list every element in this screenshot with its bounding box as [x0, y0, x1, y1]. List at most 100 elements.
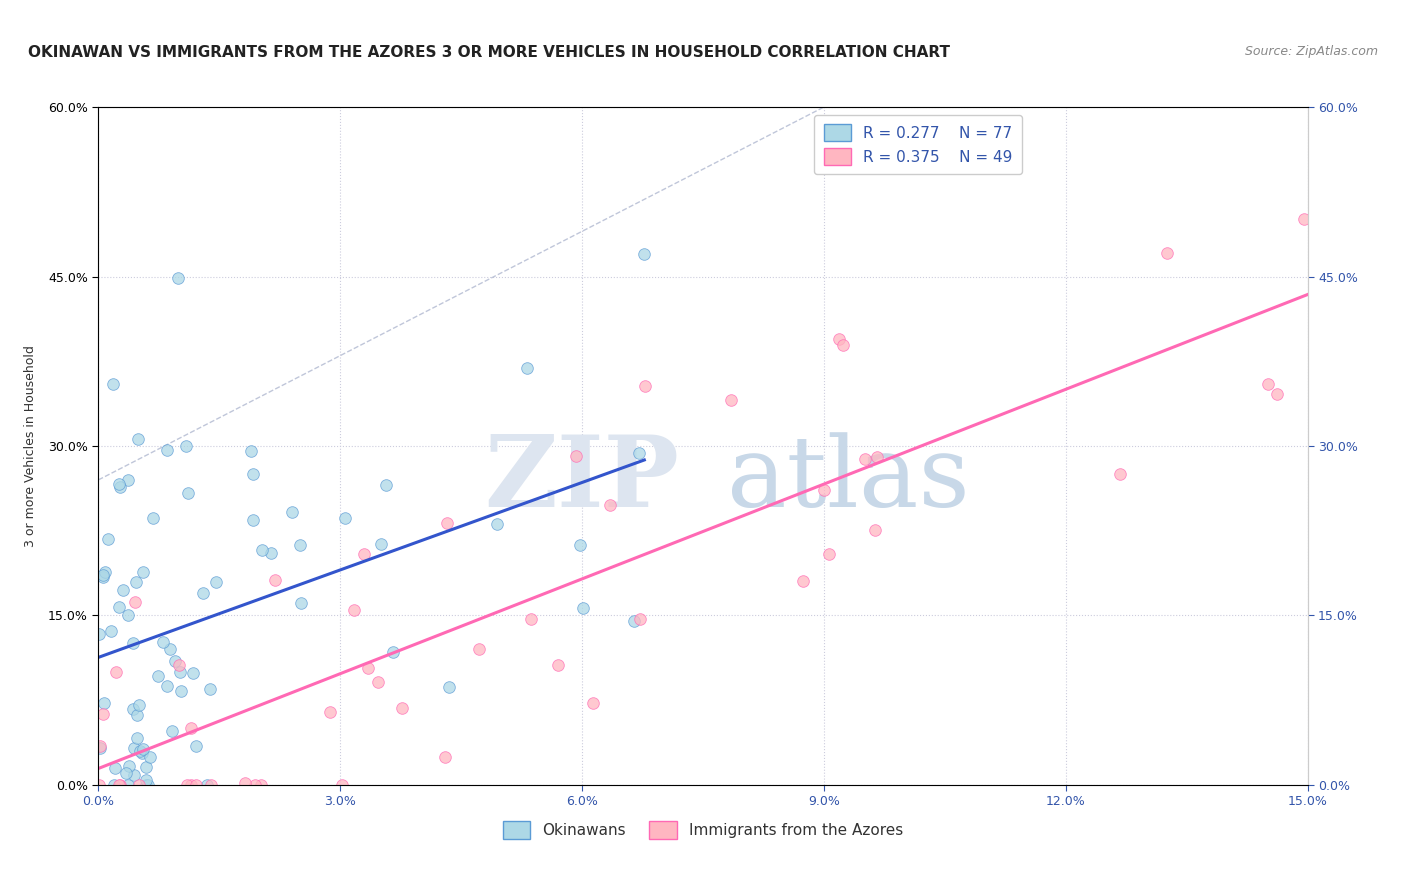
Point: [240, 443, 263, 458]
Point: [103, 778, 125, 792]
Point: [568, 537, 591, 551]
Point: [233, 776, 256, 790]
Point: [436, 516, 458, 530]
Point: [264, 573, 287, 587]
Point: [853, 451, 876, 466]
Point: [623, 614, 645, 628]
Point: [135, 760, 157, 774]
Point: [122, 768, 145, 782]
Point: [91, 567, 114, 582]
Point: [117, 607, 139, 622]
Point: [180, 722, 202, 736]
Point: [128, 698, 150, 713]
Point: [91, 707, 114, 722]
Point: [193, 585, 215, 599]
Point: [122, 702, 145, 716]
Point: [1257, 377, 1279, 392]
Point: [165, 654, 187, 668]
Point: [152, 635, 174, 649]
Point: [1156, 246, 1178, 260]
Point: [91, 570, 114, 584]
Point: [281, 505, 304, 519]
Point: [103, 377, 125, 392]
Point: [332, 778, 354, 792]
Point: [633, 379, 655, 393]
Point: [720, 393, 742, 408]
Point: [89, 740, 111, 755]
Point: [121, 636, 143, 650]
Point: [132, 741, 155, 756]
Point: [382, 645, 405, 659]
Point: [520, 612, 543, 626]
Point: [115, 766, 138, 780]
Point: [197, 778, 219, 792]
Point: [156, 442, 179, 457]
Point: [564, 449, 586, 463]
Point: [108, 778, 131, 792]
Point: [184, 778, 207, 792]
Point: [319, 705, 342, 719]
Point: [290, 538, 312, 552]
Point: [107, 778, 129, 792]
Point: [111, 583, 134, 598]
Point: [127, 432, 149, 446]
Point: [628, 446, 651, 460]
Point: [110, 480, 132, 494]
Point: [131, 746, 153, 760]
Point: [155, 679, 177, 693]
Point: [516, 361, 538, 376]
Point: [117, 473, 139, 487]
Point: [250, 778, 273, 792]
Point: [290, 596, 312, 610]
Point: [142, 511, 165, 525]
Point: [818, 548, 841, 562]
Point: [242, 512, 264, 526]
Point: [107, 477, 129, 491]
Point: [159, 642, 181, 657]
Point: [146, 669, 169, 683]
Point: [353, 547, 375, 561]
Point: [343, 603, 366, 617]
Point: [174, 440, 197, 454]
Text: ZIP: ZIP: [484, 432, 679, 528]
Point: [357, 661, 380, 675]
Point: [93, 696, 115, 710]
Point: [100, 624, 122, 638]
Point: [124, 574, 146, 589]
Point: [200, 681, 222, 696]
Point: [367, 675, 389, 690]
Point: [97, 532, 120, 546]
Point: [177, 486, 200, 500]
Point: [204, 575, 226, 590]
Point: [485, 516, 508, 531]
Point: [117, 778, 139, 792]
Point: [582, 697, 605, 711]
Point: [87, 778, 110, 792]
Point: [375, 478, 398, 492]
Point: [260, 546, 283, 560]
Point: [104, 761, 127, 775]
Point: [122, 740, 145, 755]
Text: Source: ZipAtlas.com: Source: ZipAtlas.com: [1244, 45, 1378, 58]
Point: [1267, 386, 1289, 401]
Point: [108, 599, 131, 614]
Point: [135, 778, 157, 792]
Point: [129, 743, 152, 757]
Point: [124, 595, 146, 609]
Point: [832, 338, 855, 352]
Point: [132, 565, 155, 579]
Point: [136, 778, 159, 792]
Point: [127, 731, 149, 746]
Point: [176, 778, 198, 792]
Point: [184, 739, 207, 754]
Point: [87, 627, 110, 641]
Point: [333, 511, 356, 525]
Point: [863, 523, 886, 537]
Point: [128, 778, 150, 792]
Point: [169, 665, 191, 679]
Point: [433, 750, 456, 764]
Point: [813, 483, 835, 497]
Point: [391, 700, 413, 714]
Text: OKINAWAN VS IMMIGRANTS FROM THE AZORES 3 OR MORE VEHICLES IN HOUSEHOLD CORRELATI: OKINAWAN VS IMMIGRANTS FROM THE AZORES 3…: [28, 45, 950, 60]
Point: [167, 271, 190, 285]
